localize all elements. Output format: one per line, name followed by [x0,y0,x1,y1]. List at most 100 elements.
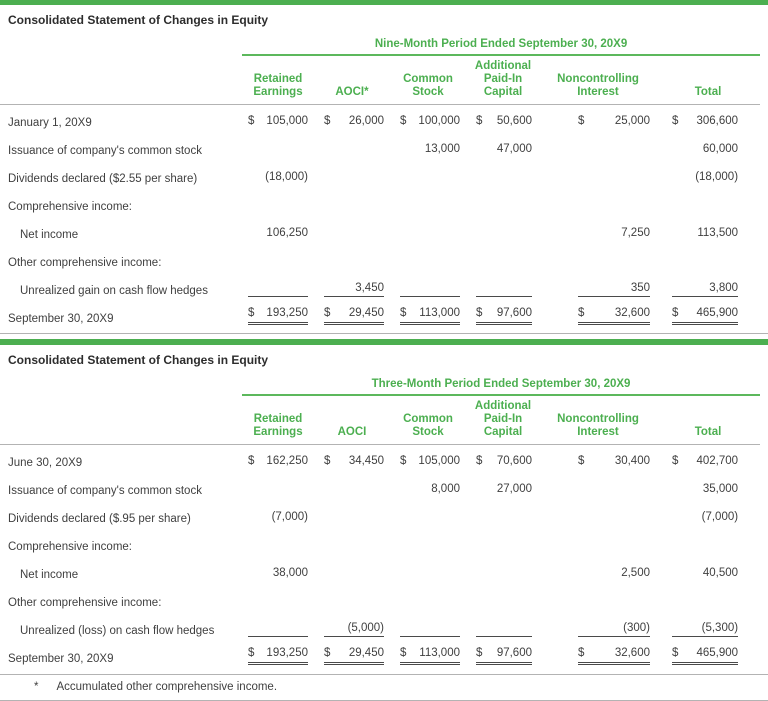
amount-cell [466,273,540,301]
period-header: Three-Month Period Ended September 30, 2… [242,369,761,396]
table-row: Unrealized (loss) on cash flow hedges (5… [0,613,760,641]
total-row: September 30, 20X9 $193,250 $29,450 $113… [0,641,760,669]
amount-cell [656,189,760,217]
dollar-sign: $ [324,307,331,319]
amount-cell [390,613,466,641]
table-row: January 1, 20X9 $105,000 $26,000 $100,00… [0,105,760,134]
amount-value: 306,600 [696,115,739,127]
amount-value: 105,000 [418,455,460,467]
period-header: Nine-Month Period Ended September 30, 20… [242,29,761,56]
amount-cell: $70,600 [466,445,540,474]
amount-value: 70,600 [496,455,532,467]
spacer-cell [0,369,242,395]
amount-cell [656,585,760,613]
amount-cell: $32,600 [540,641,656,669]
table-row: June 30, 20X9 $162,250 $34,450 $105,000 … [0,445,760,474]
divider-line [0,333,768,334]
section-row: Other comprehensive income: [0,585,760,613]
section-row: Comprehensive income: [0,189,760,217]
dollar-sign: $ [672,115,679,127]
top-accent-bar [0,0,768,5]
equity-table-nine-month: Nine-Month Period Ended September 30, 20… [0,29,761,329]
amount-value: 27,000 [496,483,532,495]
table-row: Unrealized gain on cash flow hedges 3,45… [0,273,760,301]
section-divider-bar [0,339,768,345]
row-label: Dividends declared ($2.55 per share) [8,173,198,185]
row-label: Other comprehensive income: [8,597,162,609]
amount-cell [656,245,760,273]
amount-value: 113,000 [419,307,460,319]
amount-value: 47,000 [496,143,532,155]
table-row: Issuance of company's common stock 13,00… [0,133,760,161]
column-header-apic: Additional Paid-In Capital [474,60,532,98]
amount-cell [242,133,314,161]
amount-value: 350 [630,282,650,294]
period-header-row: Three-Month Period Ended September 30, 2… [0,369,761,396]
amount-cell: (18,000) [656,161,760,189]
amount-value: 106,250 [266,227,308,239]
dollar-sign: $ [324,647,331,659]
amount-cell [466,529,540,557]
amount-cell: (18,000) [242,161,314,189]
amount-cell: $306,600 [656,105,760,134]
amount-cell: 3,800 [656,273,760,301]
dollar-sign: $ [476,647,483,659]
dollar-sign: $ [400,647,407,659]
column-header-noncontrolling-interest: Noncontrolling Interest [557,413,639,438]
amount-cell: (300) [540,613,656,641]
amount-cell: 7,250 [540,217,656,245]
footnote-marker: * [34,681,39,693]
amount-cell [242,273,314,301]
row-label: Comprehensive income: [8,201,133,213]
row-label: Net income [20,569,79,581]
nine-month-statement: Consolidated Statement of Changes in Equ… [0,5,768,334]
amount-cell [540,161,656,189]
amount-value: 29,450 [348,647,384,659]
amount-cell [540,189,656,217]
amount-cell: (5,300) [656,613,760,641]
amount-value: 100,000 [418,115,460,127]
column-header-apic: Additional Paid-In Capital [474,400,532,438]
amount-cell: 13,000 [390,133,466,161]
amount-cell: $30,400 [540,445,656,474]
statement-title: Consolidated Statement of Changes in Equ… [8,353,269,367]
column-header-common-stock: Common Stock [403,413,453,438]
amount-cell [466,161,540,189]
amount-cell [390,529,466,557]
amount-cell [314,473,390,501]
dollar-sign: $ [578,115,585,127]
amount-value: (7,000) [271,511,308,523]
dollar-sign: $ [324,115,331,127]
amount-cell: 35,000 [656,473,760,501]
amount-value: (5,000) [347,622,384,634]
amount-cell [390,501,466,529]
amount-cell: $113,000 [390,641,466,669]
row-label: Comprehensive income: [8,541,133,553]
column-header-row: Retained Earnings AOCI* Common Stock Add… [0,55,761,105]
table-row: Dividends declared ($.95 per share) (7,0… [0,501,760,529]
amount-cell [242,585,314,613]
amount-value: 25,000 [614,115,650,127]
row-label: Unrealized gain on cash flow hedges [20,285,208,297]
amount-cell [314,501,390,529]
amount-cell [242,613,314,641]
amount-cell: $97,600 [466,641,540,669]
column-header-row: Retained Earnings AOCI Common Stock Addi… [0,395,761,445]
amount-cell [540,133,656,161]
amount-cell [390,245,466,273]
column-header-aoci: AOCI* [335,86,369,98]
amount-cell: $193,250 [242,641,314,669]
amount-cell [314,217,390,245]
row-label: Dividends declared ($.95 per share) [8,513,191,525]
table-row: Net income 38,000 2,500 40,500 [0,557,760,585]
amount-value: 465,900 [696,307,739,319]
amount-cell: 2,500 [540,557,656,585]
table-row: Issuance of company's common stock 8,000… [0,473,760,501]
dollar-sign: $ [476,307,483,319]
amount-cell: $50,600 [466,105,540,134]
footnote-text: Accumulated other comprehensive income. [56,681,278,693]
amount-value: (5,300) [701,622,739,634]
amount-cell [390,557,466,585]
amount-cell: 40,500 [656,557,760,585]
amount-cell [540,529,656,557]
